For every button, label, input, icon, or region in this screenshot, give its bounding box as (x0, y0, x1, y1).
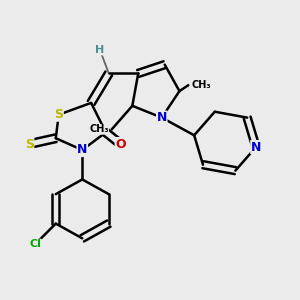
Text: O: O (115, 138, 126, 151)
Text: H: H (95, 45, 105, 55)
Text: CH₃: CH₃ (89, 124, 109, 134)
Text: N: N (77, 143, 88, 157)
Text: N: N (157, 111, 167, 124)
Text: Cl: Cl (29, 239, 41, 249)
Text: S: S (54, 108, 63, 121)
Text: CH₃: CH₃ (191, 80, 211, 90)
Text: S: S (25, 138, 34, 151)
Text: N: N (251, 141, 261, 154)
